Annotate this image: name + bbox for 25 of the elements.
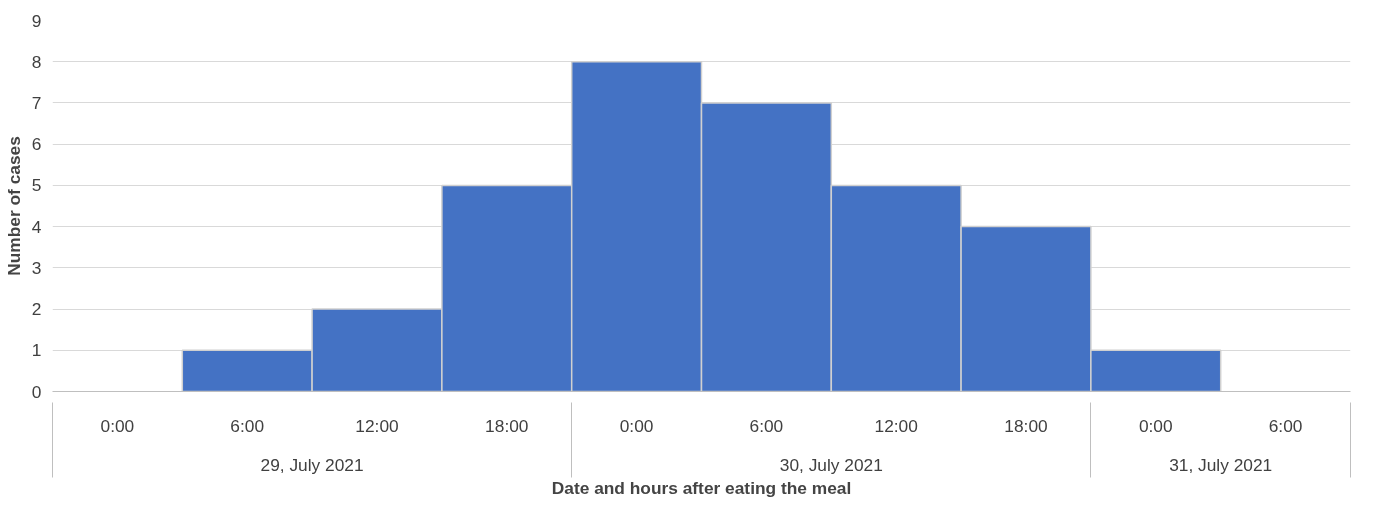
y-tick-label: 3 (31, 257, 42, 278)
y-tick-label: 0 (31, 381, 42, 402)
y-tick-label: 4 (31, 216, 42, 237)
x-tick-label: 12:00 (874, 415, 918, 436)
x-tick-label: 0:00 (100, 415, 135, 436)
y-tick-label: 8 (31, 51, 42, 72)
x-tick-label: 0:00 (619, 415, 654, 436)
x-tick-label: 18:00 (485, 415, 529, 436)
y-axis-title: Number of cases (3, 136, 24, 276)
y-tick-label: 7 (31, 92, 42, 113)
y-tick-label: 9 (31, 10, 42, 31)
text: 29, July 2021 (260, 454, 364, 475)
y-tick-label: 6 (31, 134, 42, 155)
x-tick-label: 6:00 (749, 415, 784, 436)
x-axis-title: Date and hours after eating the meal (551, 477, 852, 498)
x-tick-label: 12:00 (355, 415, 399, 436)
y-tick-label: 5 (31, 175, 42, 196)
x-tick-label: 6:00 (230, 415, 265, 436)
x-tick-label: 18:00 (1004, 415, 1048, 436)
text: 30, July 2021 (779, 454, 883, 475)
text: 31, July 2021 (1169, 454, 1273, 475)
y-tick-label: 2 (31, 299, 42, 320)
x-tick-label: 0:00 (1138, 415, 1173, 436)
y-tick-label: 1 (31, 340, 42, 361)
x-tick-label: 6:00 (1268, 415, 1303, 436)
